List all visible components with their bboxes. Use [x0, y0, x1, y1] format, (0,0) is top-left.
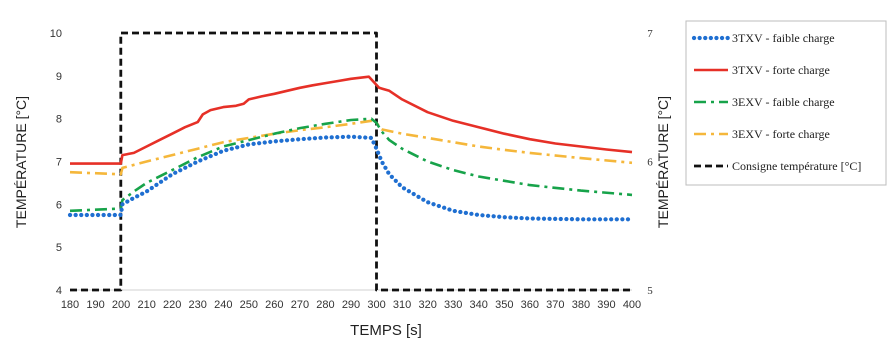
x-tick-label: 330 [444, 299, 462, 311]
y-tick-label-left: 5 [56, 242, 62, 254]
x-tick-label: 180 [61, 299, 79, 311]
legend-label-3: 3EXV - faible charge [732, 95, 835, 109]
series-line-4 [69, 119, 633, 176]
y-tick-label-right: 7 [647, 28, 653, 40]
x-axis-label: TEMPS [s] [350, 322, 422, 339]
y-tick-label-left: 9 [56, 71, 62, 83]
x-tick-label: 350 [495, 299, 513, 311]
y-tick-label-left: 4 [56, 285, 62, 297]
x-tick-label: 250 [240, 299, 258, 311]
x-tick-label: 310 [393, 299, 411, 311]
y-axis-label-right: TEMPÉRATURE [°C] [655, 96, 671, 228]
x-tick-label: 340 [470, 299, 488, 311]
series-line-2 [70, 75, 633, 165]
y-tick-label-left: 10 [50, 28, 62, 40]
x-tick-label: 270 [291, 299, 309, 311]
legend-label-5: Consigne température [°C] [732, 159, 861, 173]
y-tick-label-left: 6 [56, 199, 62, 211]
series-layer [67, 31, 635, 292]
y-axis-label-left: TEMPÉRATURE [°C] [13, 96, 29, 228]
x-tick-label: 400 [623, 299, 641, 311]
x-tick-label: 320 [418, 299, 436, 311]
x-tick-label: 220 [163, 299, 181, 311]
x-tick-label: 210 [137, 299, 155, 311]
x-tick-label: 200 [112, 299, 130, 311]
y-tick-label-left: 8 [56, 114, 62, 126]
legend: 3TXV - faible charge 3TXV - forte charge 3… [685, 20, 887, 186]
x-tick-label: 290 [342, 299, 360, 311]
x-tick-label: 190 [86, 299, 104, 311]
x-tick-label: 380 [572, 299, 590, 311]
x-tick-label: 370 [546, 299, 564, 311]
legend-label-4: 3EXV - forte charge [732, 127, 830, 141]
axes-layer: 180 190 200 210 220 230 240 250 260 270 280 290 300 3… [50, 28, 654, 311]
x-tick-label: 300 [367, 299, 385, 311]
x-tick-label: 230 [189, 299, 207, 311]
legend-label-1: 3TXV - faible charge [732, 31, 835, 45]
series-line-3 [69, 117, 633, 213]
x-tick-label: 280 [316, 299, 334, 311]
x-tick-label: 240 [214, 299, 232, 311]
series-line-5 [70, 31, 632, 292]
legend-label-2: 3TXV - forte charge [732, 63, 830, 77]
y-tick-label-right: 5 [647, 285, 653, 297]
series-line-1 [67, 134, 635, 222]
x-tick-label: 390 [597, 299, 615, 311]
y-tick-label-left: 7 [56, 157, 62, 169]
x-tick-label: 360 [521, 299, 539, 311]
x-tick-label: 260 [265, 299, 283, 311]
y-tick-label-right: 6 [647, 157, 653, 169]
